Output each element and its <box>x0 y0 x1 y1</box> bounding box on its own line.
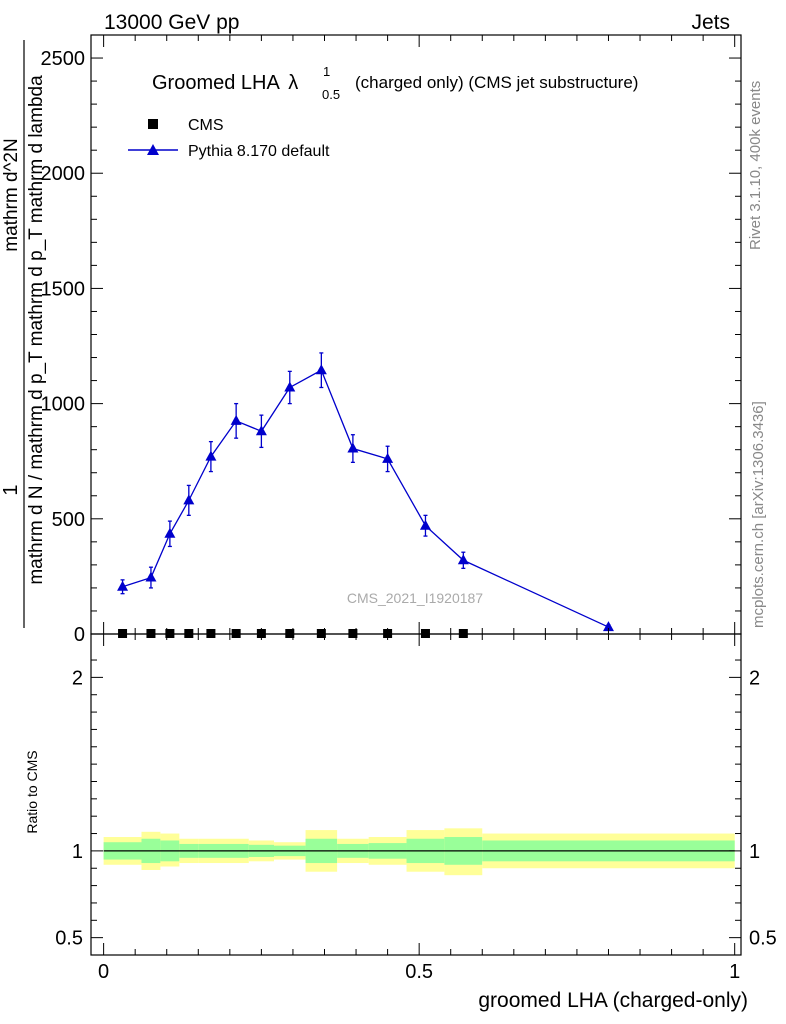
x-tick-label: 1 <box>729 961 740 983</box>
legend-pythia-label: Pythia 8.170 default <box>188 143 330 160</box>
title-sup: 1 <box>323 64 330 79</box>
pythia-point <box>230 414 242 425</box>
legend-cms-label: CMS <box>188 117 224 134</box>
y-tick-label: 2000 <box>41 163 86 185</box>
pythia-point <box>164 527 176 538</box>
y-tick-label: 500 <box>52 509 85 531</box>
legend-pythia-marker <box>147 144 159 155</box>
legend-cms-marker <box>148 119 158 129</box>
ratio-y-tick-label-right: 1 <box>749 841 760 863</box>
pythia-point <box>117 580 129 591</box>
pythia-point <box>602 621 614 632</box>
y-tick-label: 0 <box>74 624 85 646</box>
plot-frames: 0 500 1000 1500 2000 2500 0 0.5 1 0.5 0.5 1 1 2 2 <box>41 34 777 983</box>
pythia-point <box>347 442 359 453</box>
pythia-point <box>183 494 195 505</box>
pythia-point <box>145 571 157 582</box>
pythia-series-line <box>122 369 609 628</box>
pythia-point <box>255 425 267 436</box>
title-rest: (charged only) (CMS jet substructure) <box>355 73 638 92</box>
header-right: Jets <box>691 11 730 34</box>
ratio-y-tick-label: 2 <box>72 667 83 689</box>
y-tick-label: 2500 <box>41 48 86 70</box>
ratio-y-tick-label: 1 <box>72 841 83 863</box>
pythia-point <box>205 450 217 461</box>
pythia-point <box>419 519 431 530</box>
title-sub: 0.5 <box>322 87 340 102</box>
ratio-plot-area <box>103 828 735 876</box>
rivet-label: Rivet 3.1.10, 400k events <box>747 81 764 250</box>
main-ylabel: 1 mathrm d N / mathrm d p_T mathrm d p_T… <box>0 40 47 628</box>
ylabel-line1: 1 <box>0 484 22 495</box>
title-lambda: λ <box>288 72 298 94</box>
ratio-y-tick-label-right: 2 <box>749 667 760 689</box>
ratio-ylabel: Ratio to CMS <box>24 750 40 833</box>
x-tick-label: 0.5 <box>405 961 433 983</box>
ratio-frame <box>90 633 742 956</box>
pythia-point <box>382 452 394 463</box>
pythia-point <box>457 554 469 565</box>
ratio-y-tick-label-right: 0.5 <box>749 928 777 950</box>
ylabel-line3: mathrm d^2N <box>1 138 22 251</box>
mcplots-label: mcplots.cern.ch [arXiv:1306.3436] <box>750 401 767 628</box>
header-left: 13000 GeV pp <box>104 11 239 34</box>
x-tick-label: 0 <box>98 961 109 983</box>
y-tick-label: 1000 <box>41 394 86 416</box>
ratio-y-tick-label: 0.5 <box>55 928 83 950</box>
pythia-point <box>284 381 296 392</box>
watermark: CMS_2021_I1920187 <box>347 590 483 606</box>
pythia-point <box>315 364 327 375</box>
y-tick-label: 1500 <box>41 278 86 300</box>
x-axis-label: groomed LHA (charged-only) <box>478 989 748 1012</box>
title-main: Groomed LHA <box>152 72 280 94</box>
plot-title: Groomed LHA λ <box>152 72 298 94</box>
ylabel-line2: mathrm d N / mathrm d p_T mathrm d p_T m… <box>26 75 47 585</box>
